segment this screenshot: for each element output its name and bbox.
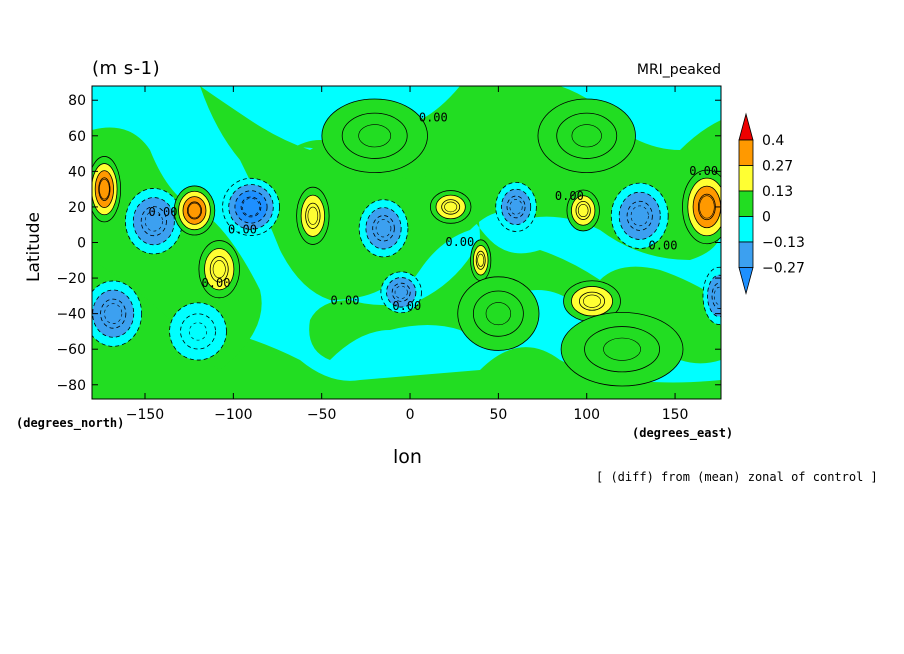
- contour-line: [485, 302, 512, 326]
- contour-blob: [472, 290, 524, 337]
- x-tick-label: 50: [489, 407, 507, 423]
- contour-line: [603, 337, 641, 361]
- colorbar: 0.4 0.27 0.13 0 −0.13 −0.27: [738, 112, 805, 296]
- contour-line: [583, 294, 601, 308]
- colorbar-segment: [738, 216, 754, 243]
- contour-line: [144, 210, 163, 232]
- contour-line: [99, 178, 110, 200]
- units-title: (m s-1): [92, 58, 161, 79]
- contour-line: [104, 303, 123, 324]
- caption: [ (diff) from (mean) zonal of control ]: [596, 470, 878, 484]
- contour-line: [509, 199, 523, 215]
- contour-line: [307, 206, 319, 225]
- y-tick-label: 60: [68, 129, 86, 145]
- colorbar-segment: [738, 241, 754, 268]
- y-axis-label: Latitude: [24, 212, 44, 282]
- y-tick-label: 80: [68, 93, 86, 109]
- contour-blob: [100, 298, 127, 329]
- colorbar-label: 0.4: [762, 133, 784, 149]
- x-tick-label: −50: [307, 407, 337, 423]
- y-tick-label: −20: [56, 271, 86, 287]
- colorbar-arrow-bottom: [738, 267, 754, 296]
- contour-line: [212, 260, 226, 279]
- colorbar-label: 0: [762, 210, 771, 226]
- colorbar-segment: [738, 139, 754, 166]
- contour-line: [444, 201, 458, 213]
- x-axis-label: lon: [393, 446, 422, 468]
- contour-label: 0.00: [228, 223, 257, 237]
- contour-blob: [584, 326, 660, 373]
- x-tick-label: −150: [126, 407, 164, 423]
- contour-blob: [180, 313, 216, 350]
- contour-label: 0.00: [149, 205, 178, 219]
- colorbar-label: −0.27: [762, 261, 805, 277]
- colorbar-segment: [738, 165, 754, 192]
- contour-line: [577, 203, 589, 218]
- contour-line: [358, 124, 392, 148]
- y-tick-label: 40: [68, 164, 86, 180]
- contour-region: [92, 127, 262, 370]
- contour-blob: [711, 282, 721, 309]
- model-title: MRI_peaked: [636, 62, 721, 78]
- colorbar-arrow-top: [738, 112, 754, 141]
- contour-label: 0.00: [445, 235, 474, 249]
- contour-blob: [697, 193, 716, 221]
- contour-line: [713, 286, 721, 305]
- contour-line: [189, 322, 207, 341]
- x-units: (degrees_east): [632, 426, 734, 440]
- x-tick-label: 150: [662, 407, 689, 423]
- colorbar-label: −0.13: [762, 235, 805, 251]
- y-tick-label: 0: [77, 236, 86, 252]
- contour-label: 0.00: [555, 189, 584, 203]
- contour-label: 0.00: [331, 294, 360, 308]
- contour-label: 0.00: [202, 276, 231, 290]
- contour-blob: [556, 112, 618, 159]
- contour-line: [375, 219, 392, 238]
- contour-label: 0.00: [392, 299, 421, 313]
- y-tick-label: −60: [56, 342, 86, 358]
- contour-blob: [341, 112, 408, 159]
- contour-line: [699, 195, 715, 219]
- y-tick-label: −40: [56, 307, 86, 323]
- colorbar-label: 0.13: [762, 184, 793, 200]
- x-tick-label: −100: [214, 407, 252, 423]
- contour-line: [630, 205, 649, 227]
- y-tick-label: 20: [68, 200, 86, 216]
- y-units: (degrees_north): [16, 416, 125, 430]
- contour-blob: [240, 196, 262, 218]
- contour-label: 0.00: [419, 111, 448, 125]
- x-tick-label: 0: [406, 407, 415, 423]
- plot-area: 0.00 0.00 0.00 0.00 0.00 0.00 0.00 0.00 0.00 0.00: [92, 86, 721, 399]
- contour-label: 0.00: [689, 164, 718, 178]
- contour-blob: [626, 200, 653, 231]
- colorbar-label: 0.27: [762, 159, 793, 175]
- contour-line: [477, 253, 485, 267]
- contour-line: [187, 202, 201, 219]
- colorbar-segment: [738, 190, 754, 217]
- contour-line: [242, 197, 260, 216]
- contour-label: 0.00: [649, 239, 678, 253]
- contour-line: [394, 285, 408, 299]
- x-tick-label: 100: [573, 407, 600, 423]
- contour-region: [92, 255, 721, 399]
- contour-blob: [187, 201, 202, 220]
- contour-blob: [98, 177, 111, 201]
- y-tick-label: −80: [56, 378, 86, 394]
- contour-line: [571, 124, 602, 148]
- contour-blob: [140, 206, 167, 237]
